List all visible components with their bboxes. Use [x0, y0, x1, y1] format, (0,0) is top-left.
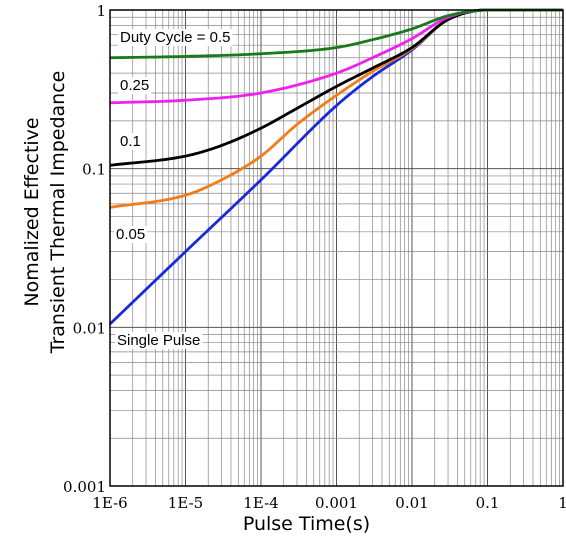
x-tick-label: 1: [558, 494, 566, 512]
curve-label-background: [118, 133, 143, 150]
x-tick-label: 0.001: [315, 494, 358, 512]
curve-label-background: [114, 226, 148, 243]
y-tick-label: 1: [96, 2, 106, 20]
plot-frame: [109, 9, 564, 487]
x-tick-label: 0.1: [476, 494, 500, 512]
curve-label: 0.25: [120, 77, 149, 94]
x-tick-label: 0.01: [395, 494, 428, 512]
x-tick-label: 1E-5: [168, 494, 203, 512]
x-tick-label: 1E-4: [243, 494, 278, 512]
curve-label-background: [118, 29, 233, 46]
grid-lines: [109, 10, 563, 487]
y-axis-title-line-2: Transient Thermal Impedance: [47, 71, 69, 355]
y-axis-title-line-1: Nomalized Effective: [21, 117, 43, 306]
curve-label-background: [118, 77, 152, 94]
curve-label-background: [115, 332, 203, 349]
y-tick-label: 0.001: [63, 478, 106, 496]
curve-label: Single Pulse: [117, 332, 200, 349]
y-tick-label: 0.01: [73, 319, 106, 337]
y-tick-label: 0.1: [82, 161, 106, 179]
curve-labels: Duty Cycle = 0.5 0.25 0.1 0.05 Single Pulse: [114, 29, 233, 349]
series-lines: [109, 8, 563, 325]
x-tick-labels: 1E-6 1E-5 1E-4 0.001 0.01 0.1 1: [92, 494, 566, 512]
x-tick-label: 1E-6: [92, 494, 127, 512]
curve-label: Duty Cycle = 0.5: [120, 29, 230, 46]
curve-label: 0.05: [116, 226, 145, 243]
y-tick-labels: 0.001 0.01 0.1 1: [63, 2, 106, 496]
curve-label: 0.1: [120, 133, 141, 150]
x-axis-title: Pulse Time(s): [243, 513, 370, 535]
